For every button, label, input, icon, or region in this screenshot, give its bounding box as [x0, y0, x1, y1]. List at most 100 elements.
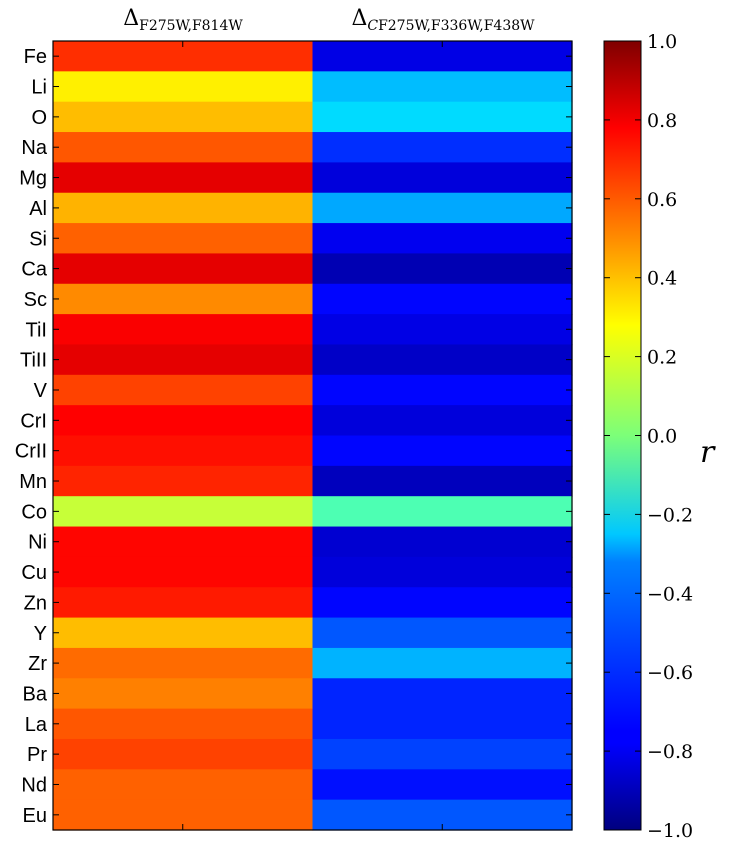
- row-label-fe: Fe: [24, 46, 47, 68]
- cell-y-col0: [53, 617, 314, 649]
- cell-crii-col0: [53, 435, 314, 467]
- cell-tii-col0: [53, 314, 314, 346]
- colorbar: [603, 40, 642, 831]
- cell-si-col1: [312, 223, 573, 255]
- row-label-v: V: [34, 380, 48, 402]
- cell-na-col0: [53, 132, 314, 163]
- plot-frame: [52, 40, 573, 831]
- row-label-ni: Ni: [28, 532, 47, 554]
- colorbar-tick-label: 0.4: [647, 268, 677, 290]
- column-title-0: ΔF275W,F814W: [123, 6, 243, 34]
- row-label-tii: TiI: [26, 319, 47, 341]
- cell-mg-col0: [53, 162, 314, 194]
- cell-v-col1: [312, 374, 573, 406]
- row-label-tiii: TiII: [20, 350, 47, 372]
- cell-o-col1: [312, 101, 573, 133]
- colorbar-ticks: −1.0 −0.8 −0.6 −0.4 −0.2 0.0 0.2 0.4 0.6 0.8 1.0: [604, 31, 693, 842]
- row-label-cu: Cu: [21, 562, 47, 584]
- row-label-ba: Ba: [23, 683, 48, 705]
- cell-zr-col1: [312, 647, 573, 679]
- cell-na-col1: [312, 132, 573, 163]
- row-label-eu: Eu: [23, 805, 47, 827]
- cell-cu-col0: [53, 556, 314, 588]
- row-label-crii: CrII: [15, 441, 47, 463]
- row-label-zr: Zr: [28, 653, 47, 675]
- cell-zn-col1: [312, 587, 573, 619]
- cell-cri-col0: [53, 405, 314, 437]
- column-1-symbol: Δ: [351, 6, 367, 31]
- cell-cri-col1: [312, 405, 573, 437]
- cell-tii-col1: [312, 314, 573, 346]
- colorbar-tick-label: 0.8: [647, 110, 677, 132]
- row-label-y: Y: [34, 623, 47, 645]
- cell-si-col0: [53, 223, 314, 255]
- cell-ni-col1: [312, 526, 573, 558]
- colorbar-tick-label: −0.2: [647, 504, 693, 526]
- cell-mg-col1: [312, 162, 573, 194]
- cell-sc-col1: [312, 283, 573, 315]
- row-label-na: Na: [21, 137, 47, 159]
- cell-pr-col1: [312, 738, 573, 770]
- cell-zn-col0: [53, 587, 314, 619]
- column-0-subscript: F275W,F814W: [139, 18, 243, 34]
- cell-ba-col0: [53, 678, 314, 710]
- row-label-cri: CrI: [20, 410, 47, 432]
- svg-text:ΔCF275W,F336W,F438W: ΔCF275W,F336W,F438W: [351, 6, 535, 34]
- colorbar-tick-label: 1.0: [647, 31, 677, 53]
- cell-zr-col0: [53, 647, 314, 679]
- row-labels: Fe Li O Na Mg Al Si Ca Sc TiI TiII V CrI CrII Mn Co Ni Cu…: [15, 46, 572, 827]
- row-label-li: Li: [31, 77, 47, 99]
- column-0-symbol: Δ: [123, 6, 139, 31]
- colorbar-tick-label: −0.4: [647, 583, 693, 605]
- cell-al-col0: [53, 192, 314, 224]
- colorbar-tick-label: −0.6: [647, 662, 693, 684]
- cell-li-col0: [53, 71, 314, 103]
- cell-mn-col1: [312, 465, 573, 497]
- colorbar-tick-label: 0.0: [647, 426, 677, 448]
- cell-li-col1: [312, 71, 573, 103]
- colorbar-tick-label: 0.6: [647, 189, 677, 211]
- svg-text:ΔF275W,F814W: ΔF275W,F814W: [123, 6, 243, 34]
- cell-o-col0: [53, 101, 314, 133]
- row-label-sc: Sc: [24, 289, 47, 311]
- row-label-co: Co: [21, 501, 47, 523]
- colorbar-tick-label: −1.0: [647, 820, 693, 842]
- column-1-subscript: F275W,F336W,F438W: [378, 18, 535, 34]
- cell-ca-col0: [53, 253, 314, 285]
- cell-ba-col1: [312, 678, 573, 710]
- heatmap-cells: [53, 41, 573, 831]
- cell-cu-col1: [312, 556, 573, 588]
- row-label-pr: Pr: [27, 744, 47, 766]
- row-label-zn: Zn: [24, 592, 47, 614]
- row-label-mn: Mn: [19, 471, 47, 493]
- cell-tiii-col1: [312, 344, 573, 376]
- cell-ni-col0: [53, 526, 314, 558]
- cell-al-col1: [312, 192, 573, 224]
- cell-mn-col0: [53, 465, 314, 497]
- row-label-nd: Nd: [21, 774, 47, 796]
- colorbar-tick-label: −0.8: [647, 741, 693, 763]
- cell-nd-col0: [53, 769, 314, 801]
- cell-la-col1: [312, 708, 573, 740]
- colorbar-label: r: [700, 435, 716, 470]
- cell-sc-col0: [53, 283, 314, 315]
- row-label-ca: Ca: [21, 259, 47, 281]
- cell-co-col1: [312, 496, 573, 528]
- cell-v-col0: [53, 374, 314, 406]
- cell-la-col0: [53, 708, 314, 740]
- row-label-o: O: [31, 107, 47, 129]
- cell-ca-col1: [312, 253, 573, 285]
- row-label-la: La: [25, 714, 48, 736]
- column-title-1: ΔCF275W,F336W,F438W: [351, 6, 535, 34]
- row-label-mg: Mg: [19, 168, 47, 190]
- cell-pr-col0: [53, 738, 314, 770]
- row-label-si: Si: [29, 228, 47, 250]
- cell-tiii-col0: [53, 344, 314, 376]
- row-label-al: Al: [29, 198, 47, 220]
- cell-crii-col1: [312, 435, 573, 467]
- colorbar-tick-label: 0.2: [647, 347, 677, 369]
- cell-y-col1: [312, 617, 573, 649]
- cell-nd-col1: [312, 769, 573, 801]
- column-1-italic-prefix: C: [367, 18, 378, 34]
